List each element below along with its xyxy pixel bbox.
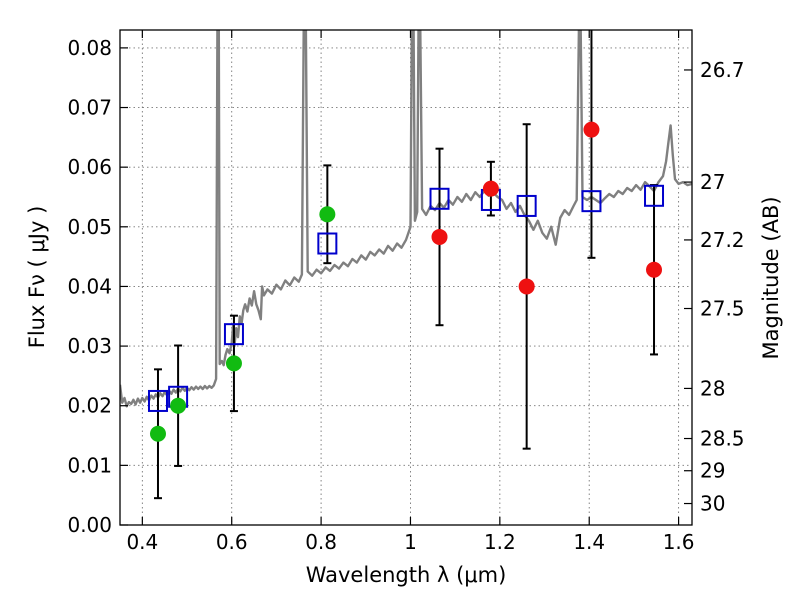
photometry-point [319,206,336,223]
y-tick-label: 0.01 [67,453,112,477]
spectrum-line [120,30,692,408]
model-flux-square [223,323,244,346]
photometry-point [225,355,242,372]
photometry-point [149,425,166,442]
model-flux-square [317,232,338,255]
x-axis-label: Wavelength λ (μm) [306,563,507,587]
x-tick-label: 0.4 [126,530,158,554]
grid [120,30,692,526]
x-tick-label: 1 [404,530,417,554]
y-tick-label: 0.06 [67,155,112,179]
model-fluxes [147,184,665,412]
y-axis-right-label: Magnitude (AB) [759,196,783,359]
axis-ticks: 0.4 0.6 0.8 1 1.2 1.4 1.6 0.00 0.01 0.02 0.03 0.04 0… [67,30,745,554]
y-tick-label: 0.05 [67,215,112,239]
mag-tick-label: 27.2 [700,228,745,252]
photometry-points [149,121,663,442]
photometry-point [482,180,499,197]
x-tick-label: 0.6 [216,530,248,554]
model-spectrum [120,30,692,408]
photometry-point [518,278,535,295]
photometry-point [431,228,448,245]
photometry-point [170,397,187,414]
model-flux-square [429,187,450,210]
mag-tick-label: 28.5 [700,427,745,451]
model-flux-square [516,194,537,217]
x-tick-label: 0.8 [305,530,337,554]
y-tick-label: 0.07 [67,96,112,120]
y-tick-label: 0.00 [67,513,112,537]
plot-frame [119,29,693,526]
x-tick-label: 1.4 [573,530,605,554]
mag-tick-label: 26.7 [700,58,745,82]
x-tick-label: 1.6 [663,530,695,554]
y-tick-label: 0.08 [67,36,112,60]
mag-tick-label: 29 [700,459,725,483]
model-flux-square [581,190,602,213]
y-axis-label: Flux Fν ( μJy ) [25,206,49,349]
y-tick-label: 0.04 [67,274,112,298]
mag-tick-label: 28 [700,376,725,400]
mag-tick-label: 30 [700,492,725,516]
photometry-point [583,121,600,138]
y-tick-label: 0.03 [67,334,112,358]
photometry-point [646,261,663,278]
model-flux-square [644,184,665,207]
model-flux-square [147,389,168,412]
mag-tick-label: 27.5 [700,297,745,321]
mag-tick-label: 27 [700,170,725,194]
x-tick-label: 1.2 [484,530,516,554]
y-tick-label: 0.02 [67,394,112,418]
